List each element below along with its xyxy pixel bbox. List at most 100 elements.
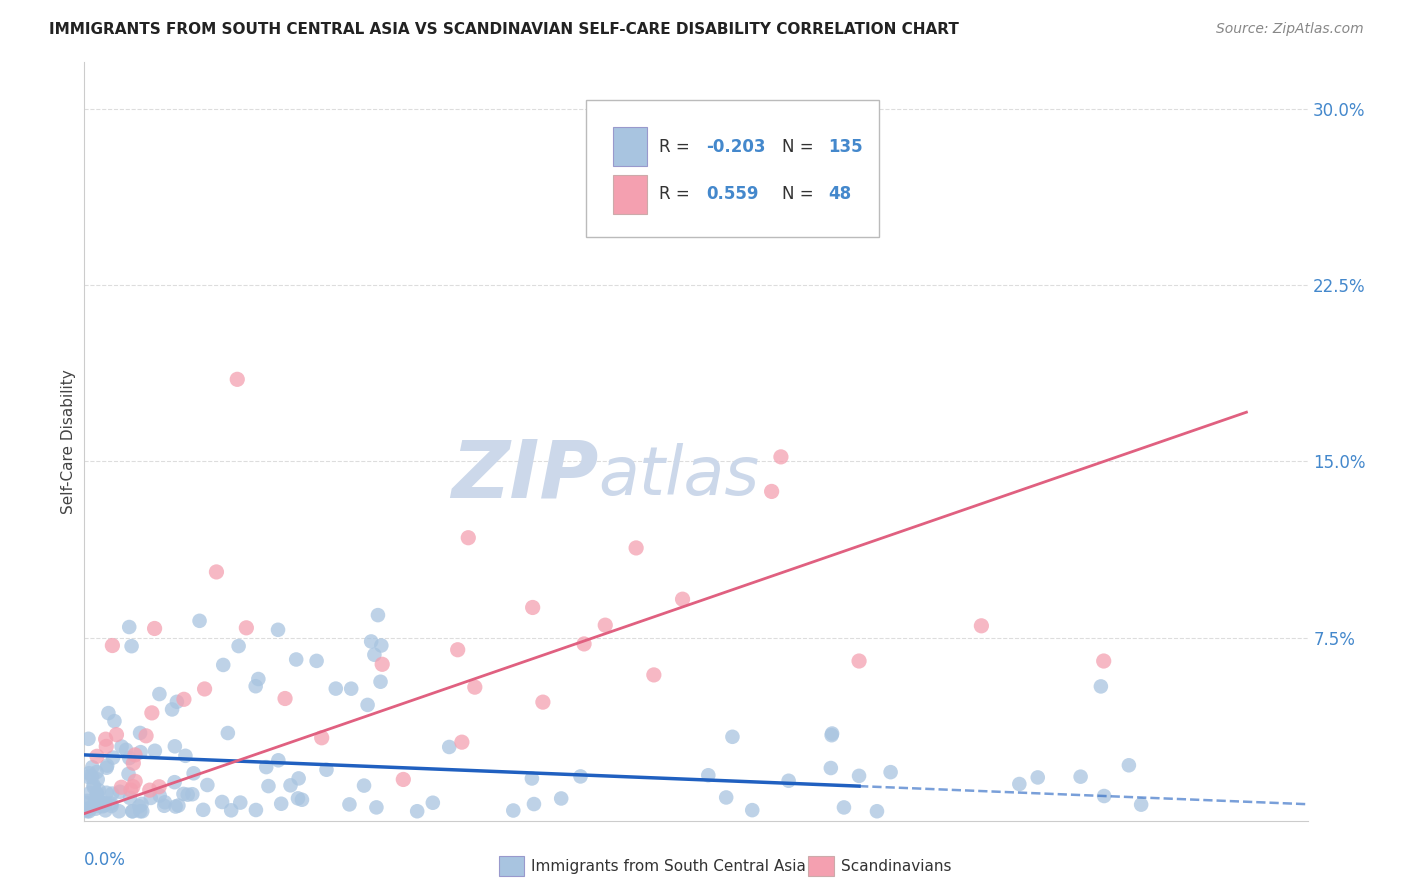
Point [569,769,592,783]
Point [93,797,115,812]
Point [83,780,105,794]
Point [593,618,616,632]
Point [86,772,108,787]
Point [121,804,143,818]
Point [520,772,543,786]
Point [360,634,382,648]
FancyBboxPatch shape [586,101,880,236]
Point [118,790,141,805]
Point [821,726,844,740]
Point [392,772,415,787]
Point [96,786,118,800]
Point [1090,680,1112,694]
Point [820,761,842,775]
Point [77,766,100,780]
Point [121,639,143,653]
Point [97,706,120,720]
Bar [613,127,647,166]
Point [83,796,105,810]
Point [87,783,110,797]
Point [285,652,308,666]
Point [353,779,375,793]
Point [572,637,595,651]
Point [173,692,195,706]
Point [356,698,378,712]
Point [451,735,474,749]
Point [122,780,145,794]
Point [94,803,117,817]
Point [245,679,267,693]
Point [1008,777,1031,791]
Point [87,798,110,813]
Point [138,783,160,797]
Point [124,747,146,762]
Point [105,728,128,742]
Point [86,749,108,764]
Point [211,795,233,809]
Point [96,758,118,772]
Point [879,765,901,780]
Point [363,648,385,662]
Point [270,797,292,811]
Point [148,687,170,701]
Point [315,763,337,777]
Point [148,780,170,794]
Text: R =: R = [659,186,696,203]
Text: -0.203: -0.203 [706,137,765,155]
Point [108,804,131,818]
Point [340,681,363,696]
Point [101,787,124,801]
Text: Immigrants from South Central Asia: Immigrants from South Central Asia [531,859,807,873]
Point [139,791,162,805]
Point [86,765,108,780]
Point [94,796,117,810]
Point [267,753,290,767]
Point [212,657,235,672]
Point [193,803,215,817]
Point [643,668,665,682]
Point [131,797,153,811]
Point [77,804,100,818]
Point [174,748,197,763]
Point [160,702,183,716]
Point [1092,654,1115,668]
Point [76,794,98,808]
Point [120,783,142,797]
Point [163,775,186,789]
Point [550,791,572,805]
Point [76,804,98,818]
Point [1092,789,1115,803]
Point [143,622,166,636]
Point [371,657,394,672]
Point [311,731,333,745]
Point [280,778,302,792]
Point [94,732,117,747]
Point [194,681,217,696]
Point [367,608,389,623]
Point [267,623,290,637]
Point [121,804,143,818]
Point [86,787,108,801]
Point [247,672,270,686]
Point [153,798,176,813]
Point [226,372,249,386]
Point [305,654,328,668]
Point [96,761,118,775]
Point [457,531,479,545]
Point [129,804,152,818]
Point [1118,758,1140,772]
Point [129,726,152,740]
Point [110,780,132,795]
Point [131,804,153,818]
Point [96,739,118,754]
Point [80,770,103,784]
Point [110,739,132,754]
Point [141,706,163,720]
Bar [613,175,647,214]
Point [671,592,693,607]
Point [163,739,186,754]
Point [235,621,257,635]
Point [124,774,146,789]
Point [848,173,870,187]
Point [83,778,105,792]
